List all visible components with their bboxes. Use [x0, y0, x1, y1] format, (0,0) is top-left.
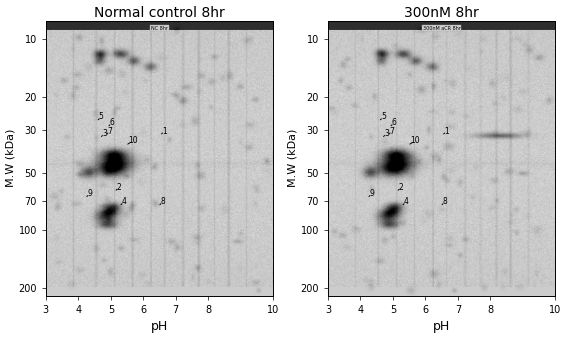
Text: 10: 10	[410, 136, 420, 145]
Text: 8: 8	[442, 197, 447, 206]
Y-axis label: M.W (kDa): M.W (kDa)	[6, 129, 15, 187]
Text: 2: 2	[116, 183, 121, 192]
Text: 9: 9	[369, 189, 374, 198]
Text: 5: 5	[380, 113, 386, 121]
Text: 8: 8	[160, 197, 165, 206]
Text: 6: 6	[391, 118, 396, 127]
X-axis label: pH: pH	[433, 320, 450, 334]
Text: 300nM aCR 8hr: 300nM aCR 8hr	[423, 26, 460, 31]
Text: 6: 6	[109, 118, 115, 127]
Text: 9: 9	[87, 189, 92, 198]
Text: 4: 4	[121, 197, 126, 206]
Title: Normal control 8hr: Normal control 8hr	[94, 5, 225, 20]
Text: 5: 5	[98, 113, 104, 121]
Text: 10: 10	[128, 136, 138, 145]
X-axis label: pH: pH	[151, 320, 168, 334]
Text: NC 8hr: NC 8hr	[151, 26, 168, 31]
Text: 1: 1	[162, 126, 167, 136]
Text: 7: 7	[389, 126, 395, 136]
Text: 3: 3	[101, 129, 107, 138]
Text: 3: 3	[384, 129, 389, 138]
Text: 4: 4	[403, 197, 408, 206]
Y-axis label: M.W (kDa): M.W (kDa)	[287, 129, 298, 187]
Title: 300nM 8hr: 300nM 8hr	[404, 5, 479, 20]
Text: 7: 7	[107, 126, 112, 136]
Text: 2: 2	[398, 183, 404, 192]
Text: 1: 1	[443, 126, 449, 136]
